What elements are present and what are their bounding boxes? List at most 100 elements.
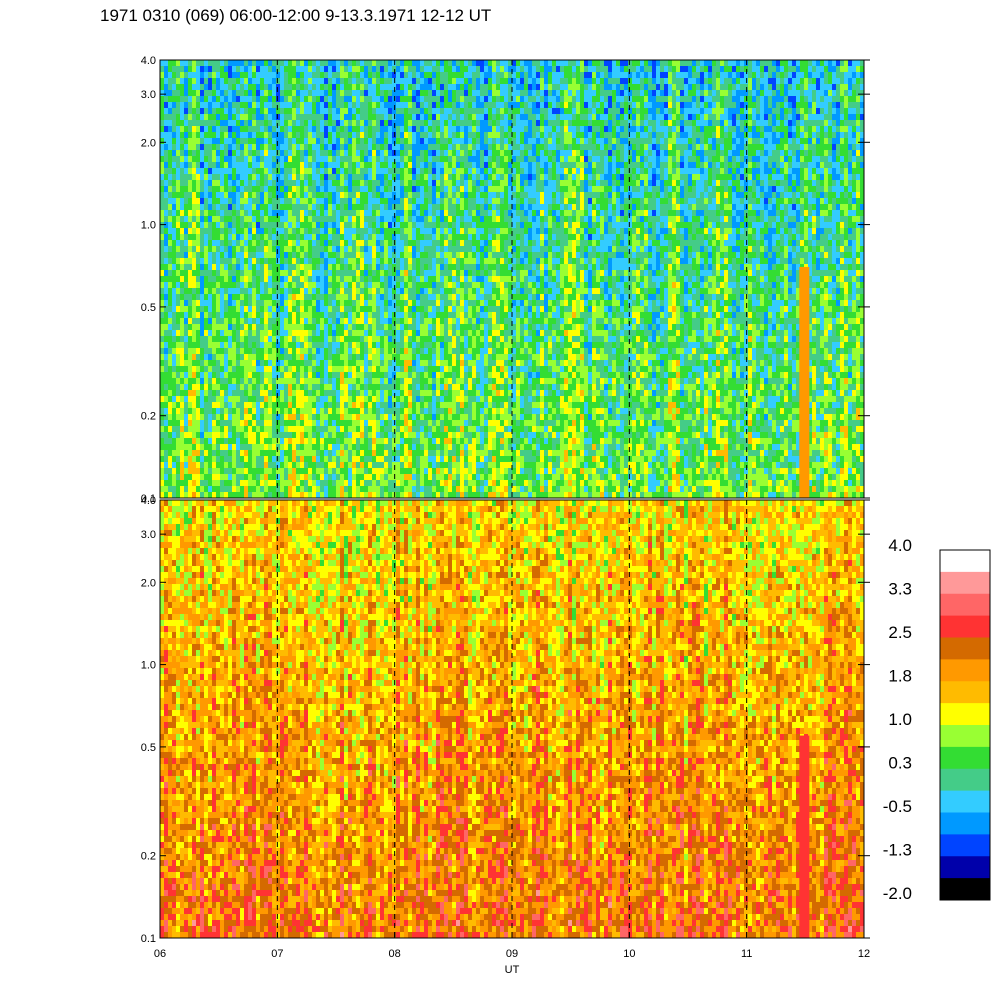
heatmap-cell (364, 426, 368, 432)
heatmap-cell (368, 192, 372, 198)
heatmap-cell (416, 264, 420, 270)
heatmap-cell (240, 342, 244, 348)
heatmap-cell (228, 336, 232, 342)
heatmap-cell (396, 360, 400, 366)
heatmap-cell (260, 306, 264, 312)
heatmap-cell (332, 102, 336, 108)
heatmap-cell (368, 468, 372, 474)
heatmap-cell (400, 354, 404, 360)
heatmap-cell (240, 126, 244, 132)
heatmap-cell (344, 84, 348, 90)
heatmap-cell (388, 168, 392, 174)
heatmap-cell (336, 60, 340, 66)
heatmap-cell (300, 474, 304, 480)
heatmap-cell (328, 270, 332, 276)
heatmap-cell (308, 192, 312, 198)
heatmap-cell (392, 210, 396, 216)
heatmap-cell (188, 432, 192, 438)
heatmap-cell (428, 276, 432, 282)
heatmap-cell (196, 114, 200, 120)
heatmap-cell (268, 240, 272, 246)
heatmap-cell (328, 96, 332, 102)
heatmap-cell (292, 318, 296, 324)
heatmap-cell (420, 414, 424, 420)
heatmap-cell (368, 480, 372, 486)
heatmap-cell (296, 234, 300, 240)
heatmap-cell (396, 402, 400, 408)
heatmap-cell (228, 384, 232, 390)
heatmap-cell (236, 114, 240, 120)
heatmap-cell (308, 354, 312, 360)
heatmap-cell (212, 354, 216, 360)
heatmap-cell (236, 324, 240, 330)
heatmap-cell (188, 138, 192, 144)
heatmap-cell (220, 462, 224, 468)
heatmap-cell (176, 444, 180, 450)
heatmap-cell (368, 396, 372, 402)
heatmap-cell (252, 420, 256, 426)
heatmap-cell (372, 426, 376, 432)
heatmap-cell (200, 246, 204, 252)
heatmap-cell (188, 354, 192, 360)
heatmap-cell (172, 306, 176, 312)
heatmap-cell (388, 114, 392, 120)
heatmap-cell (300, 438, 304, 444)
heatmap-cell (424, 270, 428, 276)
heatmap-cell (388, 480, 392, 486)
heatmap-cell (208, 258, 212, 264)
heatmap-cell (276, 348, 280, 354)
heatmap-cell (392, 156, 396, 162)
heatmap-cell (252, 120, 256, 126)
heatmap-cell (404, 66, 408, 72)
heatmap-cell (320, 366, 324, 372)
heatmap-cell (272, 492, 276, 498)
heatmap-cell (280, 372, 284, 378)
heatmap-cell (224, 102, 228, 108)
heatmap-cell (220, 444, 224, 450)
heatmap-cell (312, 306, 316, 312)
heatmap-cell (180, 120, 184, 126)
heatmap-cell (336, 456, 340, 462)
heatmap-cell (280, 192, 284, 198)
heatmap-cell (160, 234, 164, 240)
heatmap-cell (224, 78, 228, 84)
heatmap-cell (260, 132, 264, 138)
heatmap-cell (408, 204, 412, 210)
heatmap-cell (248, 342, 252, 348)
heatmap-cell (188, 228, 192, 234)
heatmap-cell (424, 240, 428, 246)
heatmap-cell (216, 246, 220, 252)
heatmap-cell (392, 378, 396, 384)
heatmap-cell (376, 318, 380, 324)
heatmap-cell (364, 210, 368, 216)
heatmap-cell (364, 306, 368, 312)
heatmap-cell (224, 300, 228, 306)
heatmap-cell (352, 456, 356, 462)
heatmap-cell (288, 438, 292, 444)
heatmap-cell (280, 120, 284, 126)
heatmap-cell (300, 120, 304, 126)
heatmap-cell (360, 162, 364, 168)
heatmap-cell (348, 228, 352, 234)
heatmap-cell (240, 258, 244, 264)
heatmap-cell (280, 312, 284, 318)
heatmap-cell (372, 432, 376, 438)
heatmap-cell (348, 108, 352, 114)
heatmap-cell (272, 300, 276, 306)
heatmap-cell (284, 84, 288, 90)
heatmap-cell (292, 438, 296, 444)
heatmap-cell (352, 246, 356, 252)
heatmap-cell (232, 366, 236, 372)
heatmap-cell (236, 276, 240, 282)
heatmap-cell (184, 426, 188, 432)
heatmap-cell (408, 414, 412, 420)
heatmap-cell (216, 306, 220, 312)
heatmap-cell (404, 354, 408, 360)
heatmap-cell (240, 156, 244, 162)
heatmap-cell (332, 486, 336, 492)
heatmap-cell (420, 96, 424, 102)
heatmap-cell (336, 240, 340, 246)
heatmap-cell (368, 372, 372, 378)
heatmap-cell (384, 336, 388, 342)
heatmap-cell (428, 330, 432, 336)
